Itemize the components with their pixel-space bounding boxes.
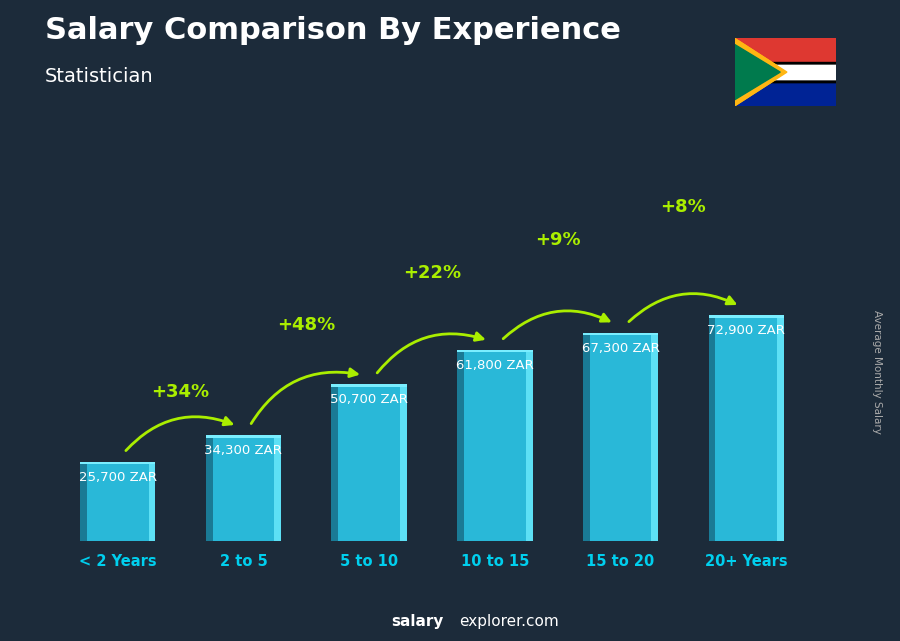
- FancyBboxPatch shape: [778, 315, 784, 542]
- Bar: [734, 72, 836, 106]
- Bar: [734, 65, 836, 79]
- Polygon shape: [734, 44, 780, 100]
- FancyBboxPatch shape: [400, 384, 407, 542]
- FancyBboxPatch shape: [206, 435, 212, 542]
- Polygon shape: [734, 46, 778, 98]
- Text: 2 to 5: 2 to 5: [220, 554, 267, 569]
- FancyBboxPatch shape: [80, 462, 156, 542]
- Text: 15 to 20: 15 to 20: [587, 554, 654, 569]
- Bar: [734, 38, 836, 72]
- FancyBboxPatch shape: [80, 462, 86, 542]
- Text: +34%: +34%: [151, 383, 210, 401]
- Text: +9%: +9%: [535, 231, 581, 249]
- Text: explorer.com: explorer.com: [459, 615, 559, 629]
- Text: +22%: +22%: [403, 264, 461, 282]
- FancyBboxPatch shape: [526, 350, 533, 542]
- FancyBboxPatch shape: [708, 315, 784, 542]
- FancyBboxPatch shape: [708, 315, 716, 542]
- Polygon shape: [734, 38, 787, 106]
- FancyBboxPatch shape: [583, 333, 658, 542]
- Text: 61,800 ZAR: 61,800 ZAR: [456, 359, 534, 372]
- FancyBboxPatch shape: [80, 462, 156, 465]
- Text: 67,300 ZAR: 67,300 ZAR: [581, 342, 660, 354]
- Text: Statistician: Statistician: [45, 67, 154, 87]
- Text: 34,300 ZAR: 34,300 ZAR: [204, 444, 283, 457]
- Polygon shape: [734, 38, 787, 106]
- FancyBboxPatch shape: [148, 462, 156, 542]
- FancyBboxPatch shape: [206, 435, 281, 542]
- FancyBboxPatch shape: [583, 333, 658, 335]
- Bar: [734, 62, 836, 82]
- Text: Salary Comparison By Experience: Salary Comparison By Experience: [45, 16, 621, 45]
- FancyBboxPatch shape: [331, 384, 338, 542]
- FancyBboxPatch shape: [708, 315, 784, 318]
- Text: 25,700 ZAR: 25,700 ZAR: [78, 470, 157, 484]
- Text: < 2 Years: < 2 Years: [79, 554, 157, 569]
- Text: 5 to 10: 5 to 10: [340, 554, 398, 569]
- Polygon shape: [734, 44, 780, 100]
- Text: 72,900 ZAR: 72,900 ZAR: [707, 324, 785, 337]
- FancyBboxPatch shape: [331, 384, 407, 542]
- Bar: [734, 63, 836, 81]
- Bar: [734, 65, 836, 79]
- FancyBboxPatch shape: [652, 333, 658, 542]
- FancyBboxPatch shape: [457, 350, 533, 542]
- Text: Average Monthly Salary: Average Monthly Salary: [872, 310, 883, 434]
- FancyBboxPatch shape: [457, 350, 464, 542]
- FancyBboxPatch shape: [457, 350, 533, 353]
- Text: +8%: +8%: [661, 197, 707, 215]
- FancyBboxPatch shape: [206, 435, 281, 438]
- FancyBboxPatch shape: [583, 333, 590, 542]
- FancyBboxPatch shape: [274, 435, 281, 542]
- Text: 50,700 ZAR: 50,700 ZAR: [330, 393, 408, 406]
- Text: +48%: +48%: [277, 317, 336, 335]
- Text: salary: salary: [392, 615, 444, 629]
- Text: 20+ Years: 20+ Years: [705, 554, 788, 569]
- Text: 10 to 15: 10 to 15: [461, 554, 529, 569]
- FancyBboxPatch shape: [331, 384, 407, 387]
